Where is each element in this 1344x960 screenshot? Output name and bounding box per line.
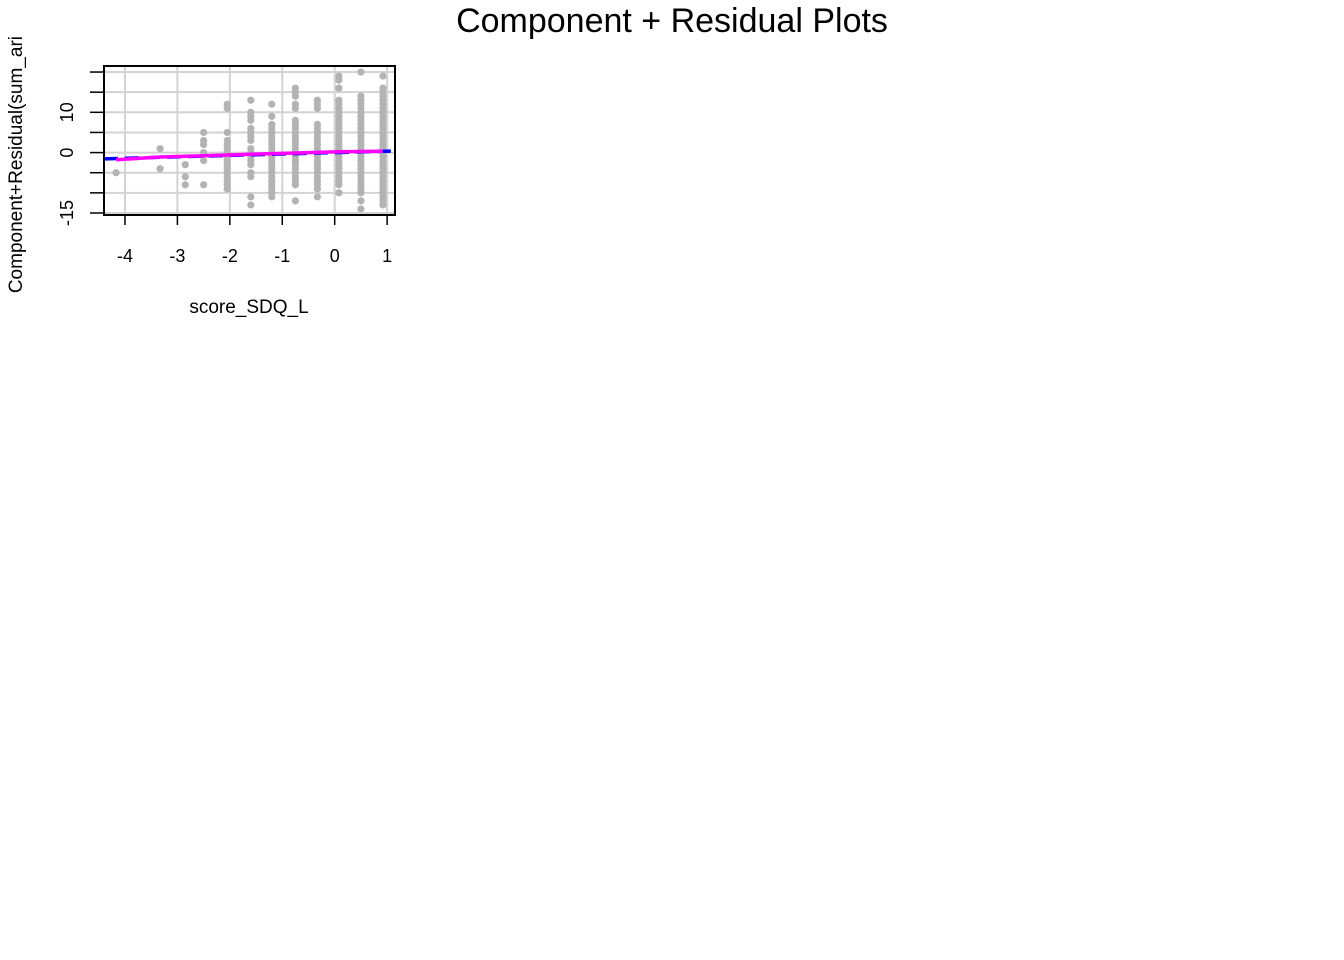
smooth-fit-line	[115, 149, 383, 162]
data-point	[223, 104, 231, 112]
data-point	[223, 128, 231, 137]
x-tick-label: -1	[274, 246, 290, 266]
data-point	[200, 140, 208, 149]
x-tick-label: -3	[169, 246, 185, 266]
data-point	[200, 157, 208, 165]
data-point	[247, 136, 255, 145]
x-tick-label: -2	[222, 246, 238, 266]
data-point	[268, 193, 276, 201]
x-tick-label: 1	[382, 246, 392, 266]
data-point	[357, 205, 365, 213]
data-point	[247, 116, 255, 124]
data-point	[291, 92, 299, 100]
data-point	[379, 201, 387, 209]
data-point	[268, 100, 276, 108]
chart-title: Component + Residual Plots	[456, 2, 888, 40]
data-point	[335, 76, 343, 84]
data-point	[181, 181, 189, 189]
data-point	[247, 193, 255, 201]
data-point	[357, 197, 365, 205]
x-axis: -4 -3 -2 -1 0 1	[117, 215, 392, 266]
data-point	[379, 72, 387, 80]
data-point	[268, 112, 276, 120]
data-point	[200, 128, 208, 137]
data-point	[247, 161, 255, 169]
data-point	[335, 181, 343, 189]
data-point	[357, 68, 365, 76]
data-point	[156, 144, 164, 153]
data-point	[156, 165, 164, 173]
data-point	[313, 185, 321, 193]
y-tick-label: 10	[57, 102, 77, 122]
data-point	[291, 197, 299, 205]
data-point	[335, 84, 343, 92]
data-point	[313, 193, 321, 201]
data-point	[223, 185, 231, 193]
data-point	[335, 189, 343, 197]
data-point	[313, 104, 321, 112]
scatter-points	[112, 68, 387, 213]
data-point	[291, 181, 299, 189]
x-axis-label: score_SDQ_L	[189, 297, 308, 318]
y-axis: -15 0 10	[57, 71, 104, 226]
data-point	[247, 96, 255, 104]
fit-lines	[103, 149, 396, 162]
y-axis-label: Component+Residual(sum_ari	[6, 36, 27, 293]
data-point	[247, 173, 255, 181]
data-point	[291, 104, 299, 112]
x-tick-label: -4	[117, 246, 133, 266]
data-point	[181, 161, 189, 169]
x-tick-label: 0	[330, 246, 340, 266]
y-tick-label: 0	[57, 148, 77, 158]
data-point	[181, 173, 189, 181]
data-point	[112, 169, 120, 177]
data-point	[247, 201, 255, 209]
y-tick-label: -15	[57, 200, 77, 226]
data-point	[200, 181, 208, 189]
plot-frame	[103, 65, 396, 216]
data-point	[357, 189, 365, 197]
